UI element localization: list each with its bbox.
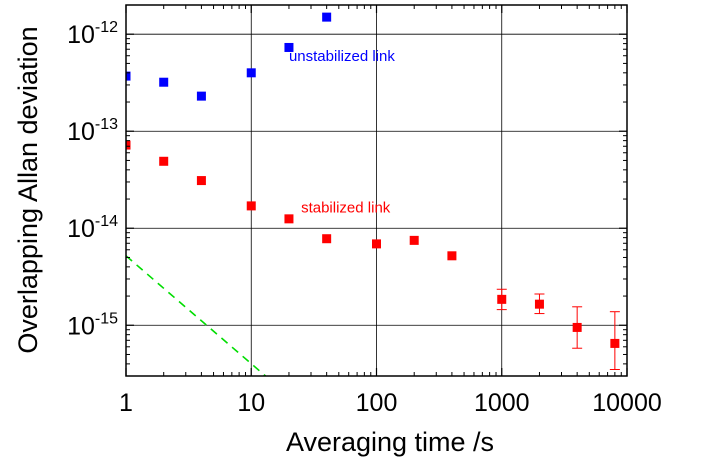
axis-ticks (125, 5, 628, 376)
y-tick-label: 10-13 (67, 116, 118, 146)
y-tick-label: 10-14 (67, 213, 118, 243)
unstabilized-point (126, 71, 131, 81)
reference-dashed-line (126, 255, 267, 376)
stabilized-point (284, 214, 294, 224)
error-bars (496, 288, 620, 371)
stabilized-point (159, 156, 169, 166)
y-axis-title: Overlapping Allan deviation (13, 26, 43, 353)
y-tick-exponent: -15 (95, 310, 118, 327)
y-tick-base: 10 (67, 312, 95, 340)
y-tick-base: 10 (67, 118, 95, 146)
reference-line-layer (126, 255, 267, 376)
annotation-label: stabilized link (301, 200, 391, 217)
x-axis-title: Averaging time /s (286, 427, 494, 457)
data-points (126, 12, 620, 348)
y-tick-base: 10 (67, 21, 95, 49)
stabilized-point (322, 234, 332, 244)
annotations: unstabilized link stabilized link (289, 48, 395, 217)
y-tick-label: 10-12 (67, 19, 118, 49)
stabilized-point (610, 338, 620, 348)
unstabilized-point (246, 68, 256, 78)
x-tick-label: 1000 (474, 389, 530, 417)
unstabilized-point (196, 91, 206, 101)
y-tick-base: 10 (67, 215, 95, 243)
stabilized-point (534, 299, 544, 309)
y-tick-label: 10-15 (67, 310, 118, 340)
unstabilized-point (159, 77, 169, 87)
x-tick-labels: 1 10 100 1000 10000 (119, 389, 662, 417)
x-tick-label: 100 (356, 389, 398, 417)
y-tick-exponent: -12 (95, 19, 118, 36)
unstabilized-point (284, 42, 294, 52)
unstabilized-point (322, 12, 332, 22)
annotation-label: unstabilized link (289, 48, 395, 65)
stabilized-point (572, 322, 582, 332)
stabilized-point (447, 251, 457, 261)
stabilized-point (409, 235, 419, 245)
x-tick-label: 1 (119, 389, 133, 417)
x-tick-label: 10 (237, 389, 265, 417)
y-tick-exponent: -14 (95, 213, 118, 230)
stabilized-point (497, 294, 507, 304)
x-tick-label: 10000 (592, 389, 662, 417)
stabilized-point (126, 140, 131, 150)
stabilized-point (196, 176, 206, 186)
stabilized-point (372, 239, 381, 249)
stabilized-point (246, 201, 256, 211)
grid-lines (126, 5, 627, 376)
y-tick-exponent: -13 (95, 116, 118, 133)
